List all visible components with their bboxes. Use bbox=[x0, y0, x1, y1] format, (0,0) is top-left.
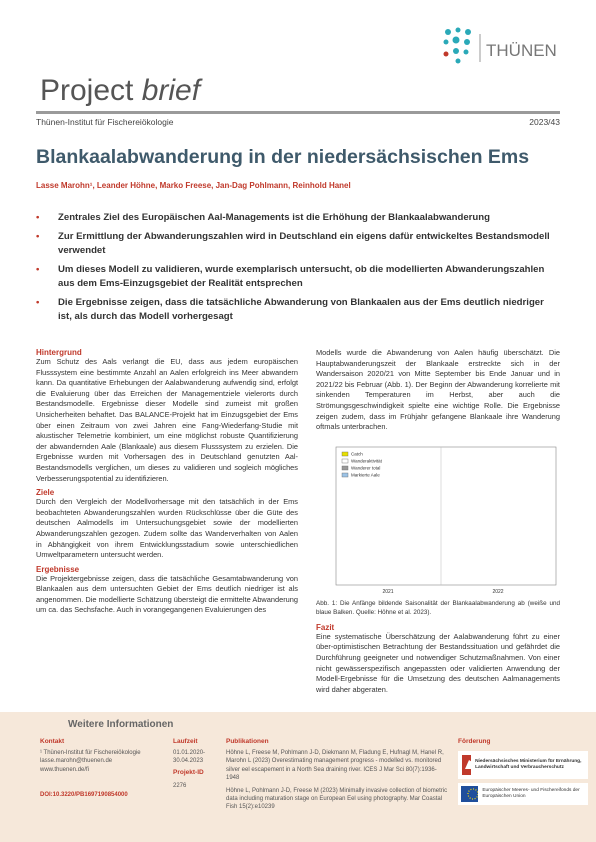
footer-heading: Projekt-ID bbox=[173, 768, 204, 776]
legend-swatch bbox=[341, 458, 349, 463]
year-label: 2021 bbox=[382, 589, 393, 595]
legend-label: Wanderaktivität bbox=[351, 458, 383, 463]
institute: Thünen-Institut für Fischereiökologie bbox=[36, 117, 174, 127]
header-rule bbox=[36, 111, 560, 114]
left-column: Hintergrund Zum Schutz des Aals verlangt… bbox=[36, 348, 298, 616]
funding: Förderung Niedersächsisches Ministerium … bbox=[458, 738, 588, 805]
contact: Kontakt ¹ Thünen-Institut für Fischereiö… bbox=[40, 738, 165, 798]
series-title: Project brief bbox=[40, 74, 200, 108]
logo-text: THÜNEN bbox=[486, 41, 557, 60]
figure: Catch Wanderaktivität Wanderer total Mar… bbox=[335, 446, 557, 595]
title: Blankaalabwanderung in der niedersächsis… bbox=[36, 146, 530, 168]
logo: THÜNEN bbox=[443, 27, 557, 64]
ministry-name: Niedersächsisches Ministerium für Ernähr… bbox=[475, 759, 582, 770]
duration-value: 01.01.2020-30.04.2023 bbox=[173, 750, 206, 765]
bullet-list: Zentrales Ziel des Europäischen Aal-Mana… bbox=[36, 211, 550, 329]
legend-label: Markierte Aale bbox=[351, 472, 380, 477]
duration: Laufzeit 01.01.2020-30.04.2023 Projekt-I… bbox=[173, 738, 223, 790]
footer-heading: Publikationen bbox=[226, 738, 269, 745]
footer: Weitere Informationen Kontakt ¹ Thünen-I… bbox=[0, 712, 596, 842]
contact-line: lasse.marohn@thuenen.de bbox=[40, 758, 113, 765]
doi: DOI:10.3220/PB1697190854000 bbox=[40, 792, 128, 799]
figure-frame bbox=[335, 446, 557, 586]
authors: Lasse Marohn¹, Leander Höhne, Marko Free… bbox=[36, 181, 351, 190]
series-word: Project bbox=[40, 74, 134, 107]
publication: Höhne L, Freese M, Pohlmann J-D, Diekman… bbox=[226, 750, 444, 782]
footer-heading: Kontakt bbox=[40, 738, 65, 745]
series-italic: brief bbox=[141, 74, 201, 107]
bullet: Zentrales Ziel des Europäischen Aal-Mana… bbox=[36, 211, 550, 225]
contact-line: www.thuenen.de/fi bbox=[40, 766, 90, 773]
brief-number: 2023/43 bbox=[529, 117, 560, 127]
footer-title: Weitere Informationen bbox=[68, 719, 174, 730]
bullet: Um dieses Modell zu validieren, wurde ex… bbox=[36, 263, 550, 291]
footer-heading: Förderung bbox=[458, 738, 491, 745]
section-text: Eine systematische Überschätzung der Aal… bbox=[316, 631, 560, 694]
year-label: 2022 bbox=[492, 589, 503, 595]
ministry-emblem bbox=[462, 755, 472, 775]
legend-swatch bbox=[341, 472, 349, 477]
project-id: 2276 bbox=[173, 782, 187, 789]
section-heading: Ergebnisse bbox=[36, 564, 80, 574]
publications: Publikationen Höhne L, Freese M, Pohlman… bbox=[226, 738, 448, 812]
section-heading: Ziele bbox=[36, 488, 55, 498]
right-column: Modells wurde die Abwanderung von Aalen … bbox=[316, 348, 560, 695]
bullet: Zur Ermittlung der Abwanderungszahlen wi… bbox=[36, 230, 550, 258]
eu-name: Europäischer Meeres- und Fischereifonds … bbox=[482, 788, 580, 799]
section-heading: Fazit bbox=[316, 622, 335, 632]
section-heading: Hintergrund bbox=[36, 348, 82, 357]
contact-line: ¹ Thünen-Institut für Fischereiökologie bbox=[40, 750, 141, 756]
bullet: Die Ergebnisse zeigen, dass die tatsächl… bbox=[36, 296, 550, 324]
footer-heading: Laufzeit bbox=[173, 738, 198, 745]
ministry-logo: Niedersächsisches Ministerium für Ernähr… bbox=[458, 751, 588, 779]
figure-caption: Abb. 1: Die Anfänge bildende Saisonalitä… bbox=[316, 599, 560, 616]
section-text: Modells wurde die Abwanderung von Aalen … bbox=[316, 348, 560, 432]
legend-swatch bbox=[341, 465, 349, 470]
publication: Höhne L, Pohlmann J-D, Freese M (2023) M… bbox=[226, 787, 448, 811]
legend-label: Catch bbox=[351, 451, 363, 456]
section-text: Durch den Vergleich der Modellvorhersage… bbox=[36, 497, 298, 560]
legend-label: Wanderer total bbox=[351, 465, 380, 470]
section-text: Zum Schutz des Aals verlangt die EU, das… bbox=[36, 357, 298, 483]
section-text: Die Projektergebnisse zeigen, dass die t… bbox=[36, 573, 298, 615]
eu-flag bbox=[461, 786, 479, 802]
legend-swatch bbox=[341, 451, 349, 456]
eu-logo: Europäischer Meeres- und Fischereifonds … bbox=[458, 783, 588, 805]
